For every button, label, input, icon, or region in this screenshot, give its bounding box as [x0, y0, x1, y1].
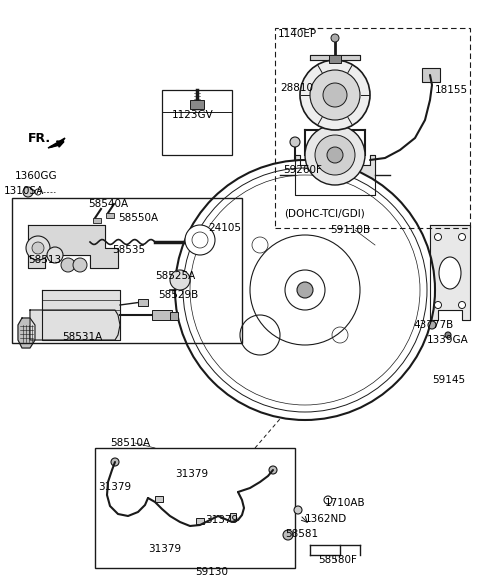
Text: 59130: 59130 — [195, 567, 228, 577]
Bar — [190, 100, 204, 109]
Bar — [230, 513, 236, 521]
Polygon shape — [30, 310, 120, 340]
Circle shape — [26, 236, 50, 260]
Circle shape — [331, 34, 339, 42]
Circle shape — [458, 234, 466, 241]
Text: 58580F: 58580F — [318, 555, 357, 565]
Polygon shape — [42, 290, 120, 340]
Circle shape — [283, 530, 293, 540]
Bar — [12, 198, 242, 343]
Circle shape — [434, 302, 442, 309]
Bar — [155, 496, 163, 502]
Text: 58540A: 58540A — [88, 199, 128, 209]
Text: 1310SA: 1310SA — [4, 186, 44, 196]
Circle shape — [300, 60, 370, 130]
Circle shape — [47, 247, 63, 263]
Text: 31379: 31379 — [175, 469, 208, 479]
Polygon shape — [295, 155, 375, 195]
Text: 59260F: 59260F — [283, 165, 322, 175]
Circle shape — [185, 225, 215, 255]
Bar — [93, 218, 101, 223]
Text: 58525A: 58525A — [155, 271, 195, 281]
Polygon shape — [18, 318, 35, 348]
Circle shape — [434, 234, 442, 241]
Bar — [422, 68, 440, 82]
Text: 1140EP: 1140EP — [278, 29, 317, 39]
Circle shape — [111, 458, 119, 466]
Circle shape — [327, 147, 343, 163]
Circle shape — [23, 187, 33, 197]
Text: (DOHC-TCI/GDI): (DOHC-TCI/GDI) — [284, 209, 365, 219]
Text: 28810: 28810 — [280, 83, 313, 93]
Text: 18155: 18155 — [435, 85, 468, 95]
Bar — [162, 90, 232, 155]
Circle shape — [305, 125, 365, 185]
Bar — [196, 518, 204, 524]
Bar — [138, 299, 148, 306]
Text: 31379: 31379 — [98, 482, 131, 492]
Circle shape — [290, 137, 300, 147]
Text: 58510A: 58510A — [110, 438, 150, 448]
Circle shape — [458, 302, 466, 309]
Polygon shape — [28, 225, 118, 268]
Circle shape — [61, 258, 75, 272]
Circle shape — [170, 270, 190, 290]
Text: 1339GA: 1339GA — [427, 335, 469, 345]
Circle shape — [297, 282, 313, 298]
Text: 58550A: 58550A — [118, 213, 158, 223]
Circle shape — [175, 160, 435, 420]
Text: 43777B: 43777B — [413, 320, 453, 330]
Text: 58513: 58513 — [28, 255, 61, 265]
Bar — [170, 312, 178, 320]
Polygon shape — [48, 138, 65, 148]
Text: 1123GV: 1123GV — [172, 110, 214, 120]
Circle shape — [445, 332, 451, 338]
Circle shape — [428, 321, 436, 329]
Text: 58581: 58581 — [285, 529, 318, 539]
Text: 58531A: 58531A — [62, 332, 102, 342]
Text: 58535: 58535 — [112, 245, 145, 255]
Circle shape — [269, 466, 277, 474]
Text: 1360GG: 1360GG — [15, 171, 58, 181]
Circle shape — [73, 258, 87, 272]
Bar — [106, 213, 114, 218]
Polygon shape — [430, 225, 470, 320]
Ellipse shape — [439, 257, 461, 289]
Text: 59110B: 59110B — [330, 225, 370, 235]
Text: 24105: 24105 — [208, 223, 241, 233]
Text: 31379: 31379 — [148, 544, 181, 554]
Circle shape — [310, 70, 360, 120]
Text: 59145: 59145 — [432, 375, 465, 385]
Circle shape — [32, 242, 44, 254]
Text: 1710AB: 1710AB — [325, 498, 366, 508]
Bar — [329, 55, 341, 63]
Circle shape — [315, 135, 355, 175]
Circle shape — [323, 83, 347, 107]
Bar — [152, 310, 172, 320]
Bar — [275, 28, 470, 228]
Text: 1362ND: 1362ND — [305, 514, 347, 524]
Circle shape — [294, 506, 302, 514]
Text: 58529B: 58529B — [158, 290, 198, 300]
Text: FR.: FR. — [28, 131, 51, 144]
Bar — [95, 448, 295, 568]
Text: 31379: 31379 — [205, 515, 238, 525]
Polygon shape — [310, 55, 360, 60]
